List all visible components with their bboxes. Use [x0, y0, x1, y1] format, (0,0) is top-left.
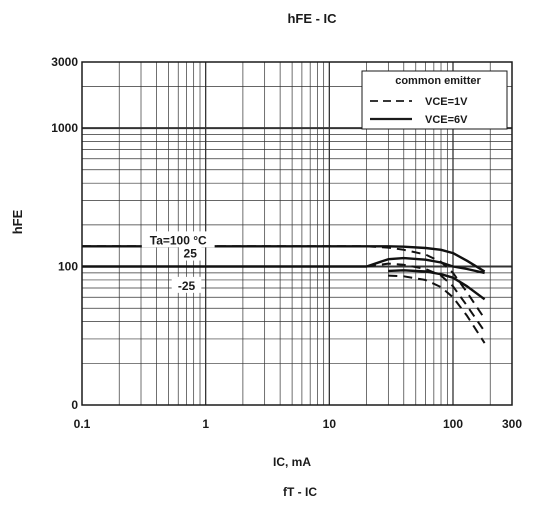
series-group [82, 245, 486, 344]
x-axis-label: IC, mA [273, 455, 311, 469]
y-tick-label: 100 [58, 260, 78, 274]
x-tick-label: 0.1 [74, 417, 91, 431]
y-axis-label: hFE [10, 209, 25, 234]
legend: common emitter VCE=1V VCE=6V [361, 70, 508, 130]
series-line-25-solid [82, 256, 485, 275]
annotation-bg [141, 231, 215, 248]
x-tick-label: 10 [323, 417, 337, 431]
annotation-bg [171, 276, 202, 293]
footer-title: fT - IC [283, 485, 317, 499]
series-line-minus25-solid [388, 269, 486, 301]
plot-frame [81, 61, 513, 406]
legend-title: common emitter [395, 75, 481, 87]
series-line-25-dashed [82, 262, 486, 332]
legend-item-vce-1v: VCE=1V [425, 96, 468, 108]
x-tick-label: 1 [202, 417, 209, 431]
temperature-annotations: Ta=100 °C25 -25 [141, 231, 215, 293]
series-line-100-dashed [82, 245, 486, 320]
temperature-label: Ta=100 °C [150, 233, 207, 247]
chart-title: hFE - IC [287, 11, 337, 26]
series-line-100-solid [82, 245, 486, 273]
x-tick-label: 300 [502, 417, 522, 431]
series-line-minus25-dashed [388, 274, 486, 344]
y-tick-label: 0 [71, 398, 78, 412]
y-tick-label: 1000 [51, 121, 78, 135]
temperature-label: -25 [178, 279, 196, 293]
temperature-label: 25 [184, 247, 198, 261]
legend-item-vce-6v: VCE=6V [425, 114, 468, 126]
x-tick-label: 100 [443, 417, 463, 431]
annotation-bg [179, 244, 202, 261]
y-tick-label: 3000 [51, 55, 78, 69]
